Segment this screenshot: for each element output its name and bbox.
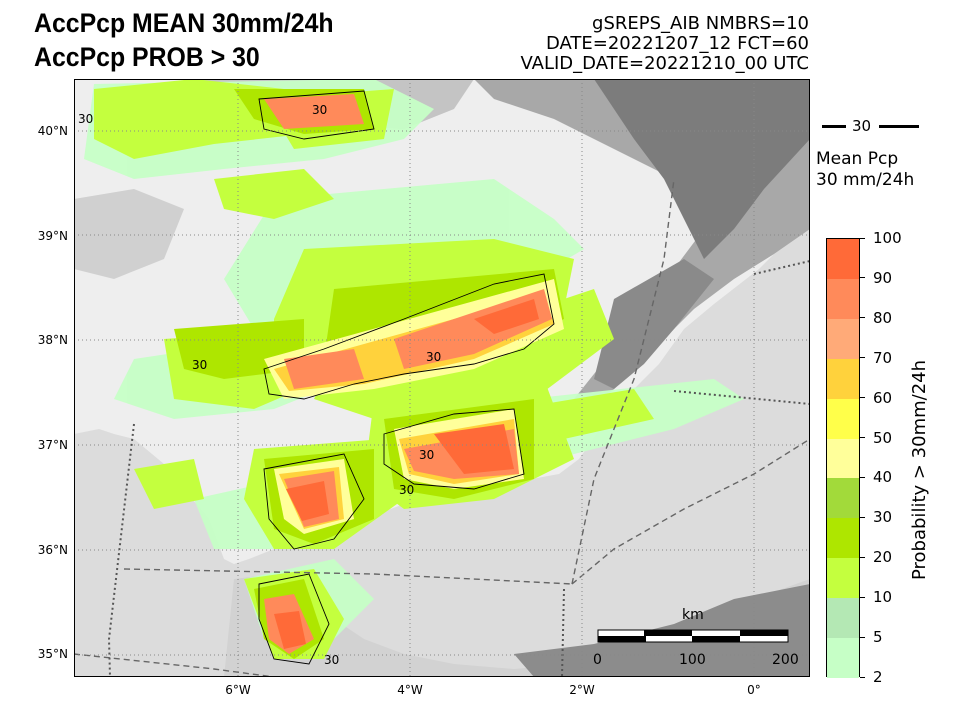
lat-label-38n: 38°N [37,333,68,347]
lon-label-0: 0° [747,683,761,697]
colorbar-segment [827,518,859,559]
map-frame [74,79,810,677]
mean-30mm-contours [258,90,555,665]
colorbar-tick-label: 20 [873,548,893,567]
scale-bar-label-0: 0 [593,652,602,668]
colorbar-ticks: 2 5 10 20 30 40 50 60 70 80 90 100 [860,229,906,686]
colorbar-tick-label: 50 [873,428,893,447]
lon-label-2w: 2°W [569,683,595,697]
run-info-model: gSREPS_AIB NMBRS=10 [592,13,809,34]
colorbar-tick-mark [860,476,865,478]
colorbar-tick-label: 2 [873,668,883,686]
colorbar-tick-mark [860,357,865,359]
colorbar-tick-mark [860,556,865,558]
colorbar-tick-mark [860,397,865,399]
terrain-ne-dark [594,79,810,259]
colorbar-tick-label: 10 [873,588,893,607]
contour-labels: 30 30 30 30 30 30 30 [78,103,441,667]
colorbar-segment [827,318,859,359]
terrain-west [74,189,184,279]
colorbar-title: Probability > 30mm/24h [909,359,930,580]
colorbar-tick-mark [860,317,865,319]
contour-label: 30 [312,103,327,117]
colorbar-segment [827,239,859,279]
colorbar-tick-label: 80 [873,308,893,327]
contour-label: 30 [324,653,339,667]
colorbar-tick-mark [860,676,865,678]
run-info-date: DATE=20221207_12 FCT=60 [545,33,809,54]
contour-legend-text-1: Mean Pcp [816,149,899,169]
prob-100-areas [274,299,539,649]
colorbar-segment [827,638,859,678]
map-title-prob: AccPcp PROB > 30 [34,42,260,72]
precipitation-map: 30 30 30 30 30 30 30 [74,79,810,677]
colorbar-segment [827,438,859,479]
colorbar-tick-mark [860,636,865,638]
maritime-boundaries [107,260,810,677]
colorbar-tick-mark [860,437,865,439]
lat-label-35n: 35°N [37,647,68,661]
contour-legend-text-2: 30 mm/24h [816,170,915,190]
scale-bar-label-200: 200 [772,652,799,668]
terrain-se [594,259,714,389]
run-info-valid: VALID_DATE=20221210_00 UTC [520,53,809,74]
colorbar-segment [827,398,859,439]
lon-label-6w: 6°W [225,683,251,697]
colorbar-tick-label: 90 [873,268,893,287]
colorbar-tick-label: 40 [873,468,893,487]
colorbar-tick-mark [860,237,865,239]
lon-label-4w: 4°W [397,683,423,697]
colorbar-tick-label: 5 [873,628,883,647]
contour-label: 30 [426,350,441,364]
contour-legend-line-left [822,125,846,128]
lat-label-40n: 40°N [37,124,68,138]
colorbar-segment [827,278,859,319]
lat-label-37n: 37°N [37,438,68,452]
lat-label-36n: 36°N [37,543,68,557]
colorbar-segment [827,558,859,599]
contour-legend-line-right [879,125,919,128]
colorbar-tick-label: 70 [873,348,893,367]
graticule [74,79,810,677]
colorbar-tick-label: 30 [873,508,893,527]
map-title-mean: AccPcp MEAN 30mm/24h [34,8,334,38]
colorbar-tick-mark [860,277,865,279]
contour-label: 30 [78,112,93,126]
lat-label-39n: 39°N [37,229,68,243]
colorbar-tick-label: 100 [873,229,902,247]
scale-bar-label-100: 100 [679,652,706,668]
colorbar-segment [827,358,859,399]
boundary-lines [74,178,810,677]
probability-colorbar [826,238,860,678]
contour-label: 30 [399,483,414,497]
colorbar-tick-label: 60 [873,388,893,407]
colorbar-tick-mark [860,516,865,518]
contour-label: 30 [192,358,207,372]
colorbar-segment [827,598,859,639]
scale-bar-unit: km [682,607,704,623]
scale-bar [597,629,789,643]
contour-label: 30 [419,448,434,462]
contour-legend-value: 30 [852,117,872,135]
colorbar-tick-mark [860,596,865,598]
colorbar-segment [827,478,859,519]
